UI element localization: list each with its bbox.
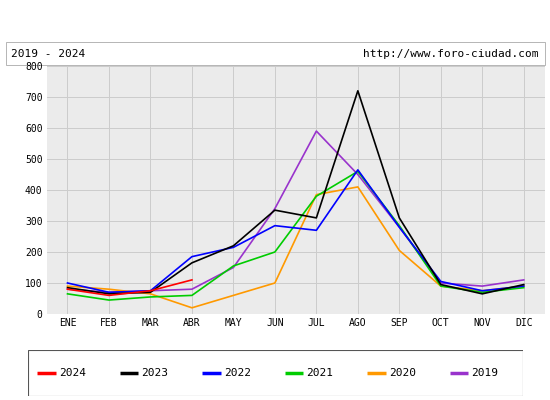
2021 xyxy=(520,285,527,290)
2019 xyxy=(106,290,112,295)
Line: 2023: 2023 xyxy=(68,91,524,294)
2022 xyxy=(437,279,444,284)
2023 xyxy=(520,282,527,287)
Text: 2019: 2019 xyxy=(471,368,498,378)
2023 xyxy=(355,88,361,93)
2023 xyxy=(272,208,278,212)
2020 xyxy=(230,293,236,298)
2020 xyxy=(396,248,403,253)
2020 xyxy=(189,306,195,310)
2022 xyxy=(396,225,403,230)
2022 xyxy=(479,288,486,293)
2020 xyxy=(437,284,444,288)
2019 xyxy=(437,281,444,286)
2024 xyxy=(189,278,195,282)
2020 xyxy=(106,287,112,292)
2021 xyxy=(313,194,320,198)
2023 xyxy=(437,282,444,287)
Text: 2020: 2020 xyxy=(389,368,416,378)
2022 xyxy=(64,281,71,286)
Text: 2022: 2022 xyxy=(224,368,251,378)
Line: 2020: 2020 xyxy=(68,187,524,308)
2020 xyxy=(272,281,278,286)
2023 xyxy=(396,216,403,220)
2022 xyxy=(106,290,112,295)
Line: 2019: 2019 xyxy=(68,131,524,292)
2021 xyxy=(64,292,71,296)
2023 xyxy=(106,292,112,296)
2023 xyxy=(479,292,486,296)
Line: 2021: 2021 xyxy=(68,171,524,300)
2022 xyxy=(230,245,236,250)
2022 xyxy=(355,168,361,172)
2020 xyxy=(147,292,154,296)
2021 xyxy=(437,284,444,288)
Text: 2024: 2024 xyxy=(59,368,86,378)
2021 xyxy=(230,264,236,268)
2020 xyxy=(313,192,320,197)
2020 xyxy=(355,184,361,189)
2020 xyxy=(520,284,527,288)
Line: 2024: 2024 xyxy=(68,280,192,295)
2019 xyxy=(189,287,195,292)
2021 xyxy=(479,290,486,295)
2020 xyxy=(479,288,486,293)
2021 xyxy=(396,223,403,228)
2024 xyxy=(106,293,112,298)
2019 xyxy=(147,288,154,293)
2019 xyxy=(230,265,236,270)
2022 xyxy=(272,223,278,228)
2022 xyxy=(147,288,154,293)
Line: 2022: 2022 xyxy=(68,170,524,292)
2023 xyxy=(147,290,154,295)
Text: 2021: 2021 xyxy=(306,368,333,378)
Text: http://www.foro-ciudad.com: http://www.foro-ciudad.com xyxy=(364,49,539,59)
2022 xyxy=(520,284,527,288)
2019 xyxy=(313,129,320,134)
2021 xyxy=(189,293,195,298)
2021 xyxy=(106,298,112,302)
2019 xyxy=(355,172,361,177)
2022 xyxy=(189,254,195,259)
2019 xyxy=(479,284,486,288)
2019 xyxy=(272,206,278,211)
2022 xyxy=(313,228,320,233)
2023 xyxy=(313,216,320,220)
2019 xyxy=(64,287,71,292)
2024 xyxy=(64,287,71,292)
2019 xyxy=(396,225,403,230)
Text: 2023: 2023 xyxy=(141,368,168,378)
Text: 2019 - 2024: 2019 - 2024 xyxy=(11,49,85,59)
2023 xyxy=(189,260,195,265)
2021 xyxy=(147,294,154,299)
2021 xyxy=(272,250,278,254)
Text: Evolucion Nº Turistas Extranjeros en el municipio de Somiedo: Evolucion Nº Turistas Extranjeros en el … xyxy=(35,14,515,28)
2023 xyxy=(230,243,236,248)
2021 xyxy=(355,169,361,174)
2020 xyxy=(64,284,71,288)
2019 xyxy=(520,278,527,282)
2023 xyxy=(64,285,71,290)
2024 xyxy=(147,288,154,293)
